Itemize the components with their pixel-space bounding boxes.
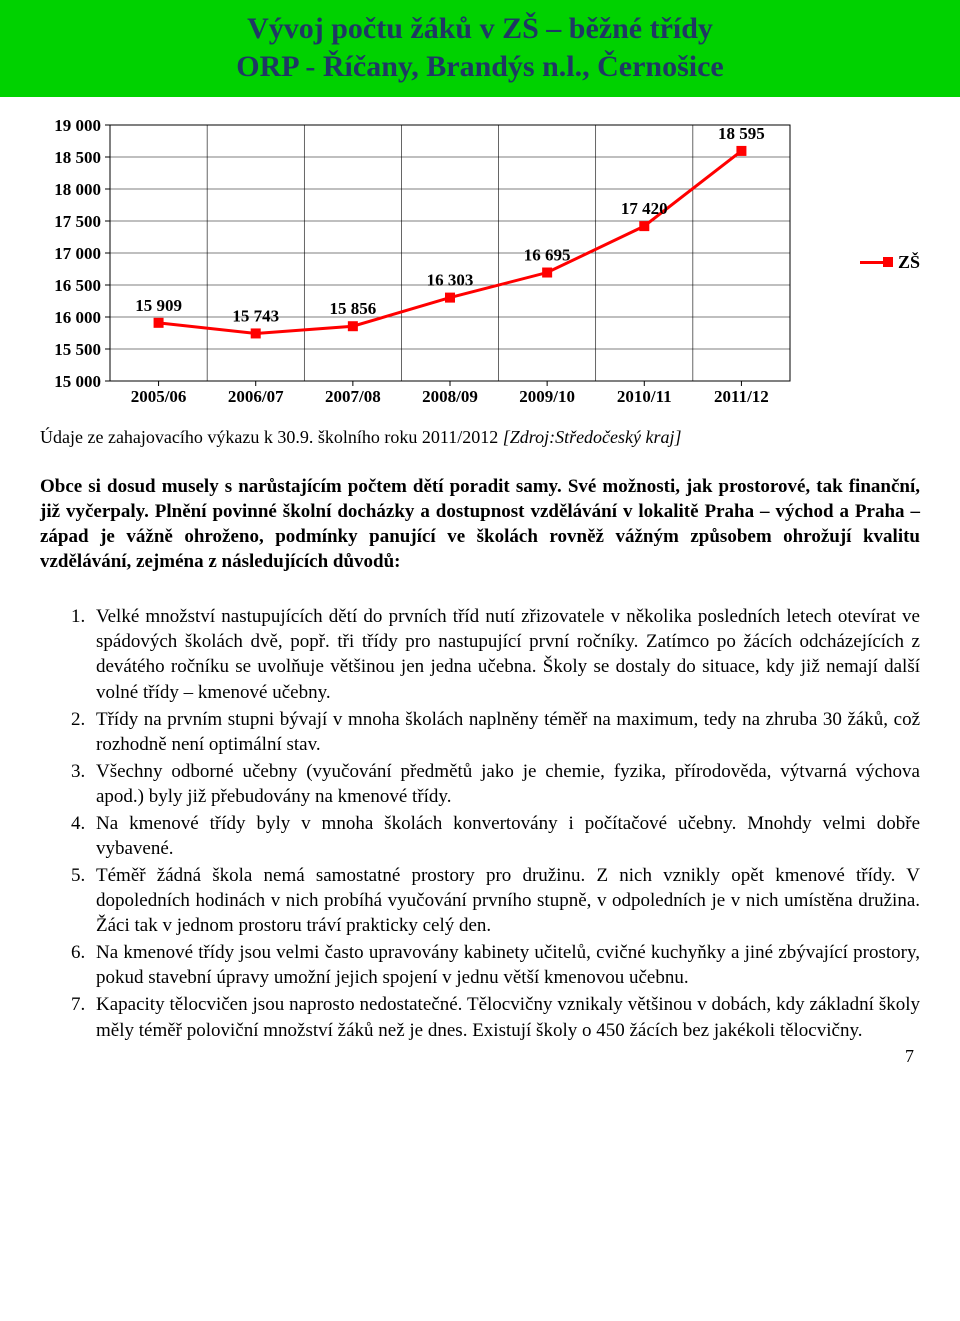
page-number: 7 [905, 1046, 914, 1067]
svg-text:2007/08: 2007/08 [325, 387, 381, 406]
svg-text:18 000: 18 000 [54, 180, 101, 199]
svg-text:17 500: 17 500 [54, 212, 101, 231]
legend-label: ZŠ [898, 252, 920, 273]
svg-text:2005/06: 2005/06 [131, 387, 187, 406]
svg-text:15 856: 15 856 [329, 299, 376, 318]
svg-text:16 500: 16 500 [54, 276, 101, 295]
svg-text:2010/11: 2010/11 [617, 387, 672, 406]
reason-item: Třídy na prvním stupni bývají v mnoha šk… [90, 707, 920, 757]
svg-text:2006/07: 2006/07 [228, 387, 284, 406]
svg-text:18 595: 18 595 [718, 124, 765, 143]
svg-text:2009/10: 2009/10 [519, 387, 575, 406]
legend: ZŠ [860, 252, 920, 273]
svg-text:15 743: 15 743 [232, 306, 279, 325]
svg-text:19 000: 19 000 [54, 117, 101, 135]
title-banner: Vývoj počtu žáků v ZŠ – běžné třídy ORP … [0, 0, 960, 97]
svg-text:17 000: 17 000 [54, 244, 101, 263]
svg-text:16 695: 16 695 [524, 246, 571, 265]
source-prefix: Údaje ze zahajovacího výkazu k 30.9. ško… [40, 427, 503, 447]
title-line-2: ORP - Říčany, Brandýs n.l., Černošice [20, 48, 940, 86]
reason-item: Kapacity tělocvičen jsou naprosto nedost… [90, 992, 920, 1042]
svg-text:16 303: 16 303 [427, 271, 474, 290]
line-chart: 15 000 15 500 16 000 16 500 17 000 17 500 18 0… [40, 117, 842, 407]
svg-text:17 420: 17 420 [621, 199, 668, 218]
title-line-1: Vývoj počtu žáků v ZŠ – běžné třídy [20, 10, 940, 48]
reason-item: Všechny odborné učebny (vyučování předmě… [90, 759, 920, 809]
legend-swatch [860, 261, 890, 264]
svg-text:15 909: 15 909 [135, 296, 182, 315]
svg-text:16 000: 16 000 [54, 308, 101, 327]
source-italic: [Zdroj:Středočeský kraj] [503, 427, 682, 447]
intro-paragraph: Obce si dosud musely s narůstajícím počt… [40, 474, 920, 574]
reasons-list: Velké množství nastupujících dětí do prv… [40, 604, 920, 1042]
svg-text:2011/12: 2011/12 [714, 387, 769, 406]
svg-text:15 500: 15 500 [54, 340, 101, 359]
svg-text:18 500: 18 500 [54, 148, 101, 167]
reason-item: Téměř žádná škola nemá samostatné prosto… [90, 863, 920, 938]
reason-item: Na kmenové třídy byly v mnoha školách ko… [90, 811, 920, 861]
svg-text:15 000: 15 000 [54, 372, 101, 391]
svg-text:2008/09: 2008/09 [422, 387, 478, 406]
reason-item: Velké množství nastupujících dětí do prv… [90, 604, 920, 704]
source-line: Údaje ze zahajovacího výkazu k 30.9. ško… [40, 427, 920, 448]
reason-item: Na kmenové třídy jsou velmi často upravo… [90, 940, 920, 990]
